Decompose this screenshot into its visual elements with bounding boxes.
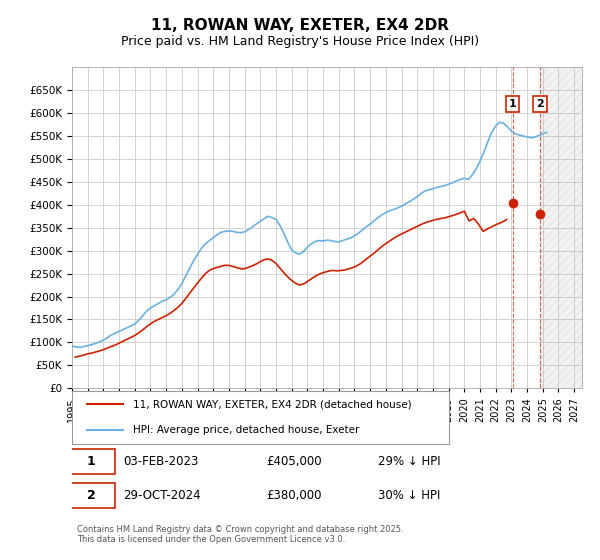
Text: 11, ROWAN WAY, EXETER, EX4 2DR: 11, ROWAN WAY, EXETER, EX4 2DR [151, 18, 449, 32]
FancyBboxPatch shape [72, 390, 449, 444]
FancyBboxPatch shape [67, 483, 115, 508]
Text: 29% ↓ HPI: 29% ↓ HPI [378, 455, 440, 468]
Text: 11, ROWAN WAY, EXETER, EX4 2DR (detached house): 11, ROWAN WAY, EXETER, EX4 2DR (detached… [133, 399, 412, 409]
Text: 1: 1 [87, 455, 95, 468]
FancyBboxPatch shape [67, 449, 115, 474]
Text: £405,000: £405,000 [266, 455, 322, 468]
Text: 2: 2 [536, 99, 544, 109]
Text: 1: 1 [509, 99, 517, 109]
Text: £380,000: £380,000 [266, 489, 322, 502]
Bar [540, 67, 582, 388]
Text: 30% ↓ HPI: 30% ↓ HPI [378, 489, 440, 502]
Text: 2: 2 [87, 489, 95, 502]
Text: 29-OCT-2024: 29-OCT-2024 [123, 489, 200, 502]
Text: 03-FEB-2023: 03-FEB-2023 [123, 455, 199, 468]
Text: HPI: Average price, detached house, Exeter: HPI: Average price, detached house, Exet… [133, 425, 359, 435]
Text: Price paid vs. HM Land Registry's House Price Index (HPI): Price paid vs. HM Land Registry's House … [121, 35, 479, 49]
Text: Contains HM Land Registry data © Crown copyright and database right 2025.
This d: Contains HM Land Registry data © Crown c… [77, 525, 404, 544]
